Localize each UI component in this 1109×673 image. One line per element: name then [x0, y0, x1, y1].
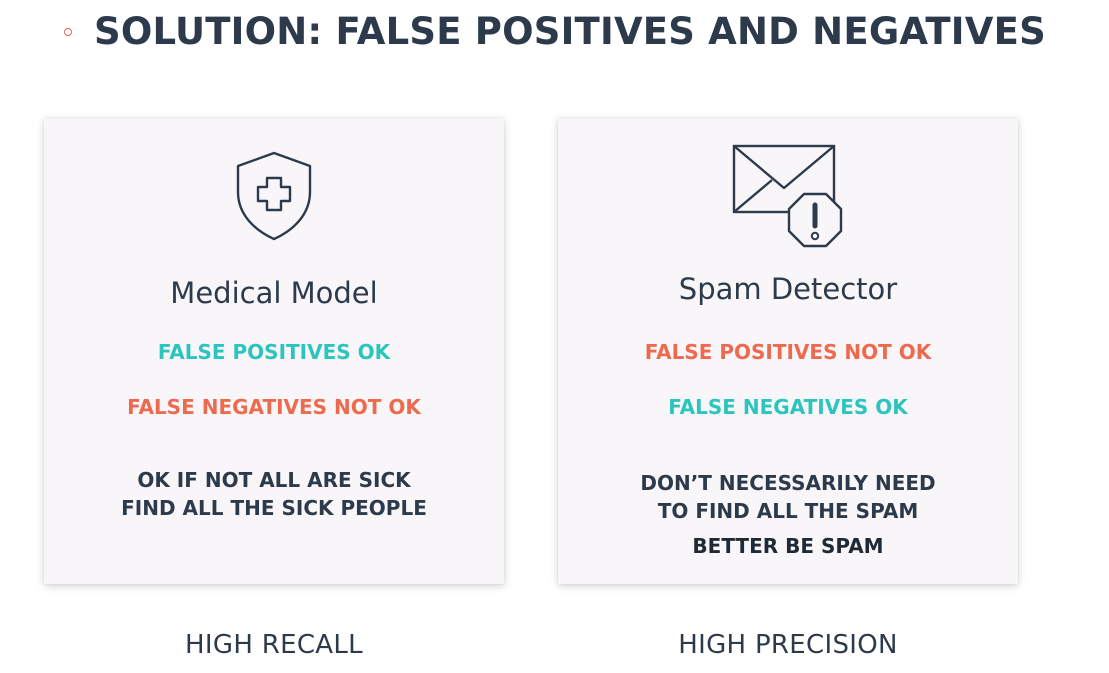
spam-mail-alert-icon: [732, 144, 843, 248]
card-note-line: OK IF NOT ALL ARE SICK: [137, 468, 411, 492]
false-positives-status: FALSE POSITIVES OK: [157, 340, 391, 364]
bullet-icon: [64, 28, 72, 36]
card-note-line: BETTER BE SPAM: [692, 534, 884, 558]
medical-model-card: Medical Model FALSE POSITIVES OK FALSE N…: [44, 118, 504, 584]
false-positives-status: FALSE POSITIVES NOT OK: [644, 340, 932, 364]
card-title: Medical Model: [170, 276, 378, 310]
medical-shield-icon: [236, 151, 312, 241]
slide-header: SOLUTION: FALSE POSITIVES AND NEGATIVES: [64, 8, 1046, 56]
card-title: Spam Detector: [678, 272, 898, 306]
card-note-line: DON’T NECESSARILY NEED: [640, 471, 936, 495]
false-negatives-status: FALSE NEGATIVES NOT OK: [127, 395, 421, 419]
false-negatives-status: FALSE NEGATIVES OK: [668, 395, 908, 419]
spam-detector-card: Spam Detector FALSE POSITIVES NOT OK FAL…: [558, 118, 1018, 584]
high-recall-label: HIGH RECALL: [185, 630, 363, 660]
card-note-line: TO FIND ALL THE SPAM: [657, 499, 919, 523]
high-precision-label: HIGH PRECISION: [678, 630, 898, 660]
slide-title: SOLUTION: FALSE POSITIVES AND NEGATIVES: [94, 10, 1046, 53]
card-note-line: FIND ALL THE SICK PEOPLE: [121, 496, 427, 520]
